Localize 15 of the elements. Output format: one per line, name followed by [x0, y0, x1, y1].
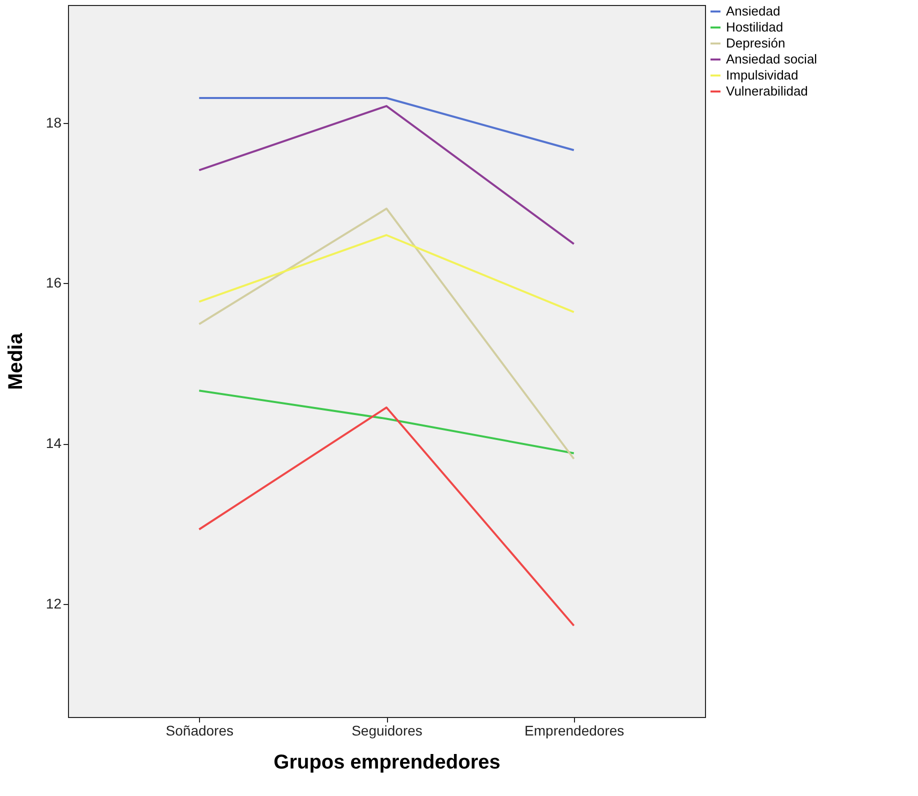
- y-tick-label: 14: [46, 435, 62, 452]
- y-axis-title: Media: [4, 332, 27, 390]
- legend-label: Depresión: [726, 36, 786, 50]
- x-axis-title: Grupos emprendedores: [274, 752, 500, 774]
- y-tick-label: 16: [46, 274, 62, 291]
- legend-label: Impulsividad: [726, 68, 798, 82]
- y-tick-label: 12: [46, 595, 62, 612]
- y-tick-label: 18: [46, 114, 62, 130]
- legend-label: Ansiedad social: [726, 52, 818, 66]
- x-tick-label: Seguidores: [352, 722, 422, 738]
- legend-label: Hostilidad: [726, 20, 784, 34]
- legend-label: Ansiedad: [726, 4, 780, 18]
- legend-label: Vulnerabilidad: [726, 84, 808, 98]
- x-tick-label: Soñadores: [166, 722, 234, 738]
- x-tick-label: Emprendedores: [524, 722, 624, 738]
